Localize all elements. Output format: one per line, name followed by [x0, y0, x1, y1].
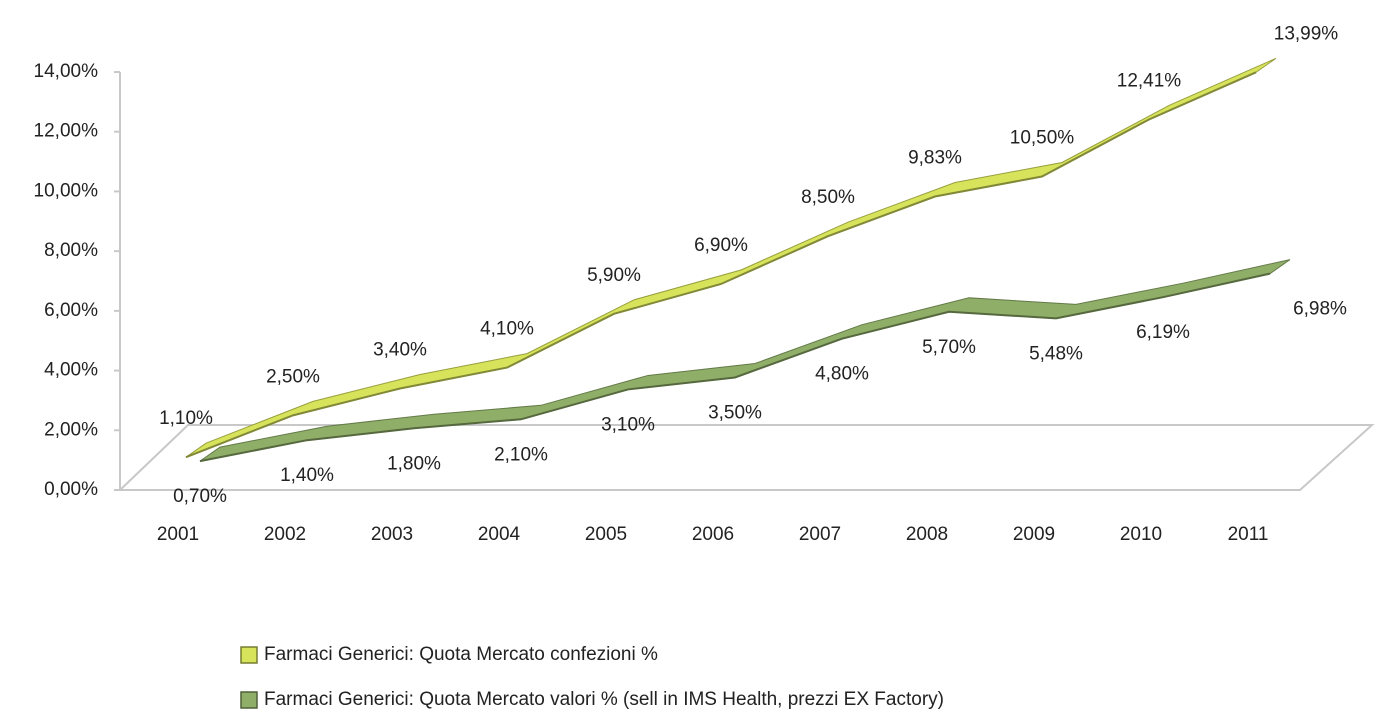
series-line [185, 71, 1257, 459]
ribbon [185, 57, 1277, 458]
x-tick-label: 2010 [1120, 524, 1162, 545]
data-label: 4,80% [815, 364, 869, 385]
x-tick-label: 2005 [585, 524, 627, 545]
y-tick-label: 6,00% [44, 300, 98, 321]
legend-swatch [240, 646, 258, 664]
legend-swatch [240, 691, 258, 709]
data-label: 1,40% [280, 465, 334, 486]
data-label: 8,50% [801, 187, 855, 208]
data-label: 12,41% [1117, 70, 1182, 91]
x-tick-label: 2001 [157, 524, 199, 545]
data-label: 6,19% [1136, 322, 1190, 343]
y-tick-label: 12,00% [34, 121, 99, 142]
data-label: 1,80% [387, 453, 441, 474]
data-label: 2,50% [266, 366, 320, 387]
data-label: 5,70% [922, 337, 976, 358]
x-tick-label: 2009 [1013, 524, 1055, 545]
data-label: 10,50% [1010, 128, 1075, 149]
x-tick-label: 2002 [264, 524, 306, 545]
data-label: 1,10% [159, 408, 213, 429]
data-label: 0,70% [173, 486, 227, 507]
x-tick-label: 2011 [1228, 524, 1269, 545]
data-label: 13,99% [1274, 23, 1339, 44]
legend-label: Farmaci Generici: Quota Mercato confezio… [264, 644, 658, 665]
data-label: 5,48% [1029, 343, 1083, 364]
x-tick-label: 2006 [692, 524, 734, 545]
y-tick-label: 8,00% [44, 240, 98, 261]
y-tick-label: 4,00% [44, 360, 98, 381]
y-tick-label: 0,00% [44, 479, 98, 500]
data-label: 3,40% [373, 340, 427, 361]
y-tick-label: 2,00% [44, 419, 98, 440]
data-label: 3,10% [601, 414, 655, 435]
x-tick-label: 2003 [371, 524, 413, 545]
x-tick-label: 2007 [799, 524, 841, 545]
ribbon [199, 259, 1291, 462]
data-label: 4,10% [480, 319, 534, 340]
floor [117, 424, 1375, 491]
legend-label: Farmaci Generici: Quota Mercato valori %… [264, 689, 944, 710]
data-label: 9,83% [908, 148, 962, 169]
x-tick-label: 2004 [478, 524, 521, 545]
x-tick-label: 2008 [906, 524, 948, 545]
data-label: 2,10% [494, 444, 548, 465]
data-label: 3,50% [708, 403, 762, 424]
series-line [199, 272, 1271, 463]
data-label: 6,98% [1293, 299, 1347, 320]
y-tick-label: 14,00% [34, 61, 99, 82]
y-tick-label: 10,00% [34, 180, 99, 201]
data-label: 5,90% [587, 265, 641, 286]
data-label: 6,90% [694, 235, 748, 256]
